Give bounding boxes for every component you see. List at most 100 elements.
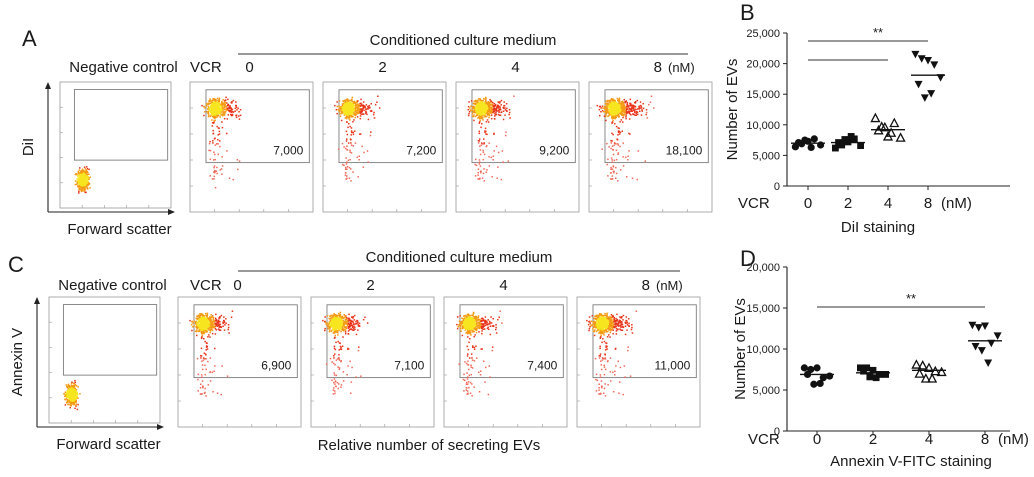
event-dot	[352, 104, 354, 106]
event-dot	[79, 393, 81, 395]
event-dot	[75, 184, 77, 186]
event-dot	[334, 353, 336, 355]
event-dot	[68, 384, 70, 386]
event-dot	[642, 103, 644, 105]
event-dot	[483, 173, 485, 175]
event-dot	[634, 112, 636, 114]
event-dot	[336, 101, 338, 103]
event-dot	[205, 320, 207, 322]
event-dot	[648, 104, 650, 106]
event-dot	[340, 109, 342, 111]
event-dot	[208, 103, 210, 105]
event-dot	[488, 156, 490, 158]
event-dot	[370, 110, 372, 112]
event-dot	[489, 107, 491, 109]
event-dot	[355, 117, 357, 119]
event-dot	[635, 106, 637, 108]
event-dot	[349, 126, 351, 128]
event-dot	[225, 97, 227, 99]
event-dot	[641, 114, 643, 116]
event-dot	[346, 122, 348, 124]
event-dot	[613, 105, 615, 107]
event-dot	[74, 380, 76, 382]
event-dot	[617, 98, 619, 100]
event-dot	[495, 109, 497, 111]
event-dot	[482, 107, 484, 109]
event-dot	[210, 324, 212, 326]
event-dot	[224, 329, 226, 331]
event-dot	[203, 106, 205, 108]
event-dot	[212, 130, 214, 132]
event-dot	[219, 324, 221, 326]
event-dot	[347, 100, 349, 102]
event-dot	[610, 112, 612, 114]
event-dot	[214, 111, 216, 113]
event-dot	[346, 140, 348, 142]
event-dot	[72, 395, 74, 397]
event-dot	[480, 127, 482, 129]
event-dot	[340, 386, 342, 388]
event-dot	[346, 374, 348, 376]
event-dot	[216, 117, 218, 119]
event-dot	[342, 316, 344, 318]
event-dot	[346, 146, 348, 148]
event-dot	[646, 109, 648, 111]
event-dot	[360, 133, 362, 135]
event-dot	[608, 113, 610, 115]
event-dot	[214, 120, 216, 122]
vcr-label: VCR	[190, 59, 222, 76]
event-dot	[231, 112, 233, 114]
event-dot	[87, 172, 89, 174]
event-dot	[82, 178, 84, 180]
event-dot	[198, 331, 200, 333]
event-dot	[198, 321, 200, 323]
event-dot	[485, 97, 487, 99]
event-dot	[221, 394, 223, 396]
event-dot	[71, 395, 73, 397]
event-dot	[204, 341, 206, 343]
event-dot	[349, 361, 351, 363]
event-dot	[627, 156, 629, 158]
event-dot	[238, 111, 240, 113]
event-dot	[218, 154, 220, 156]
event-dot	[487, 119, 489, 121]
event-dot	[494, 150, 496, 152]
event-dot	[486, 145, 488, 147]
event-dot	[352, 107, 354, 109]
event-dot	[352, 321, 354, 323]
event-dot	[207, 336, 209, 338]
event-dot	[474, 103, 476, 105]
event-dot	[358, 104, 360, 106]
event-dot	[625, 114, 627, 116]
event-dot	[77, 409, 79, 411]
event-dot	[207, 111, 209, 113]
event-dot	[227, 375, 229, 377]
event-dot	[476, 114, 478, 116]
event-dot	[627, 159, 629, 161]
event-dot	[198, 374, 200, 376]
event-dot	[349, 117, 351, 119]
event-dot	[352, 101, 354, 103]
event-dot	[337, 366, 339, 368]
event-dot	[616, 126, 618, 128]
event-dot	[646, 112, 648, 114]
event-dot	[222, 322, 224, 324]
event-dot	[613, 172, 615, 174]
event-dot	[78, 179, 80, 181]
event-dot	[373, 112, 375, 114]
event-dot	[485, 99, 487, 101]
event-dot	[468, 115, 470, 117]
event-dot	[346, 178, 348, 180]
event-dot	[622, 131, 624, 133]
event-dot	[74, 392, 76, 394]
event-dot	[489, 99, 491, 101]
event-dot	[637, 114, 639, 116]
event-dot	[367, 150, 369, 152]
event-dot	[340, 331, 342, 333]
event-dot	[497, 166, 499, 168]
event-dot	[203, 319, 205, 321]
event-dot	[221, 101, 223, 103]
event-dot	[334, 393, 336, 395]
event-dot	[355, 142, 357, 144]
event-dot	[609, 114, 611, 116]
